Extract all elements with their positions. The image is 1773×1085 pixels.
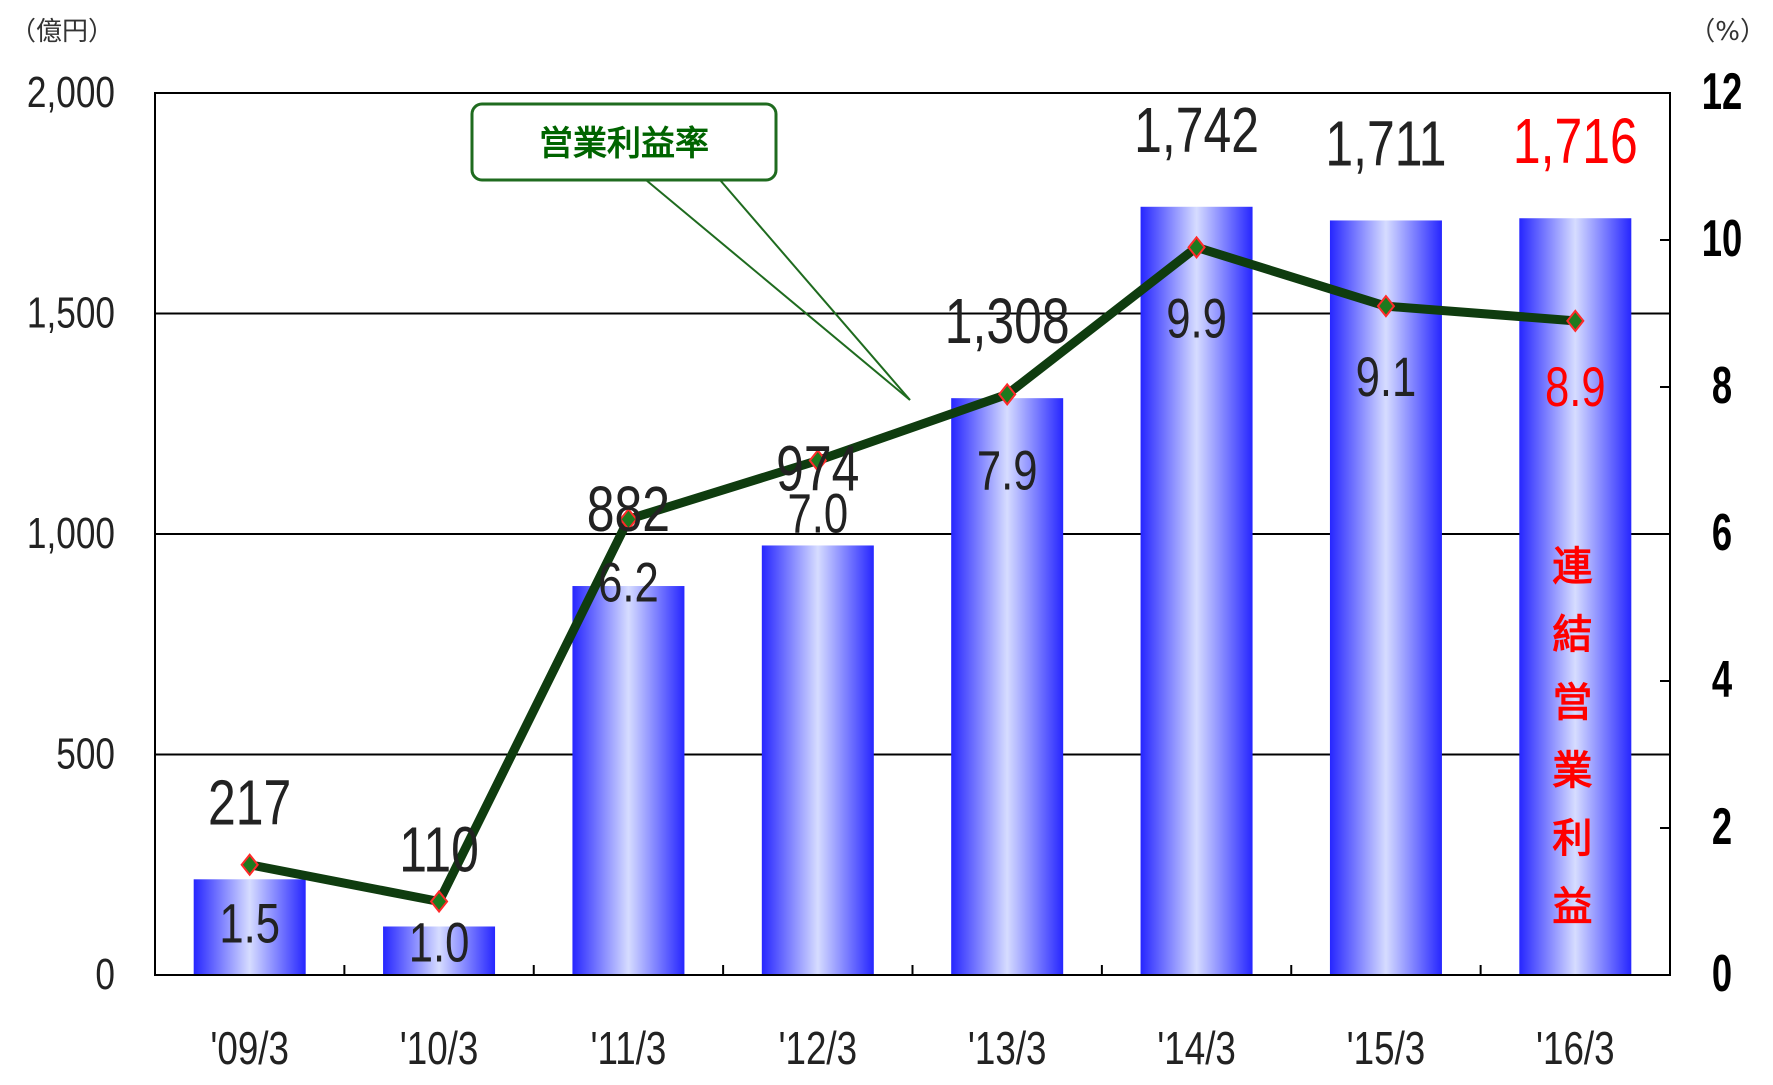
bar-value-label: 974 [776, 434, 859, 505]
x-axis-tick-label: '16/3 [1536, 1022, 1615, 1074]
right-axis-tick-label: 10 [1702, 208, 1742, 267]
line-series-callout: 営業利益率 [470, 102, 911, 401]
bar-093 [193, 879, 306, 975]
right-axis-unit: （%） [1689, 17, 1766, 47]
margin-value-label: 1.5 [219, 893, 280, 955]
left-axis-tick-label: 1,500 [27, 289, 115, 338]
vertical-label-char: 連 [1552, 544, 1593, 590]
line-series [240, 235, 1585, 914]
bar-series [193, 206, 1632, 976]
left-axis-ticks: 0 500 1,000 1,500 2,000 [27, 68, 115, 999]
right-axis-tick-label: 6 [1712, 502, 1732, 561]
bar-123 [761, 545, 874, 975]
bar-value-label: 1,742 [1134, 95, 1259, 166]
x-axis-tick-label: '09/3 [210, 1022, 289, 1074]
bar-163 [1519, 218, 1632, 975]
bar-value-label: 1,308 [945, 286, 1070, 357]
margin-value-label: 9.1 [1356, 346, 1417, 408]
right-axis-tick-label: 8 [1712, 355, 1732, 414]
bar-value-label: 110 [399, 815, 479, 886]
x-axis-tick-label: '10/3 [400, 1022, 479, 1074]
bar-value-label: 1,711 [1325, 109, 1446, 180]
bar-value-label: 217 [208, 767, 291, 838]
bar-143 [1140, 206, 1253, 975]
right-axis-tick-label: 0 [1712, 943, 1732, 1002]
right-axis-ticks: 0 2 4 6 8 10 12 [1660, 61, 1742, 1003]
x-axis-tick-label: '11/3 [590, 1022, 666, 1074]
bar-133 [951, 398, 1064, 975]
bar-113 [572, 586, 685, 975]
vertical-label-char: 益 [1552, 884, 1592, 930]
vertical-label-char: 利 [1552, 816, 1592, 862]
x-axis-tick-label: '12/3 [778, 1022, 857, 1074]
profit-margin-marker [1566, 309, 1585, 333]
profit-margin-line [248, 242, 1576, 906]
left-axis-tick-label: 2,000 [27, 68, 115, 117]
vertical-label-char: 結 [1552, 612, 1592, 658]
callout-pointer-right [719, 179, 911, 401]
callout-pointer-left [645, 179, 911, 401]
profit-margin-marker [619, 507, 638, 531]
left-axis-tick-label: 0 [95, 950, 115, 999]
left-axis-tick-label: 1,000 [27, 509, 115, 558]
margin-value-label: 7.9 [977, 439, 1038, 501]
profit-margin-marker [808, 448, 828, 473]
profit-margin-marker [1187, 235, 1206, 259]
profit-margin-marker [1376, 294, 1396, 318]
profit-margin-marker [240, 853, 259, 877]
profit-margin-marker [997, 382, 1017, 406]
margin-value-label: 8.9 [1545, 356, 1606, 418]
callout-box [470, 102, 778, 182]
vertical-label-char: 営 [1552, 680, 1592, 726]
left-axis-tick-label: 500 [56, 730, 115, 779]
profit-margin-marker [429, 889, 449, 914]
margin-value-label: 6.2 [598, 551, 659, 613]
highlight-bar-vertical-label: 連結営業利益 [1552, 544, 1593, 930]
data-labels: 217 110 882 974 1,308 1,742 1,711 1,716 1.5 1.0 6.… [208, 95, 1638, 974]
margin-value-label: 9.9 [1166, 287, 1227, 349]
right-axis-tick-label: 12 [1702, 61, 1742, 120]
x-axis-tick-label: '14/3 [1157, 1022, 1236, 1074]
margin-value-label: 7.0 [787, 482, 848, 544]
right-axis-tick-label: 4 [1712, 649, 1732, 708]
callout-label: 営業利益率 [539, 124, 709, 164]
bar-value-label: 1,716 [1513, 106, 1638, 177]
vertical-label-char: 業 [1552, 748, 1592, 794]
x-axis-tick-label: '15/3 [1347, 1022, 1426, 1074]
gridlines [155, 312, 1670, 756]
right-axis-tick-label: 2 [1712, 796, 1732, 855]
bar-153 [1329, 220, 1442, 976]
bar-103 [383, 926, 496, 975]
margin-value-label: 1.0 [409, 911, 470, 973]
x-axis-tick-label: '13/3 [968, 1022, 1047, 1074]
bar-value-label: 882 [587, 474, 670, 545]
left-axis-unit: （億円） [10, 17, 114, 47]
x-axis-ticks: '09/3 '10/3 '11/3 '12/3 '13/3 '14/3 '15/3 '16/3 [210, 965, 1615, 1074]
